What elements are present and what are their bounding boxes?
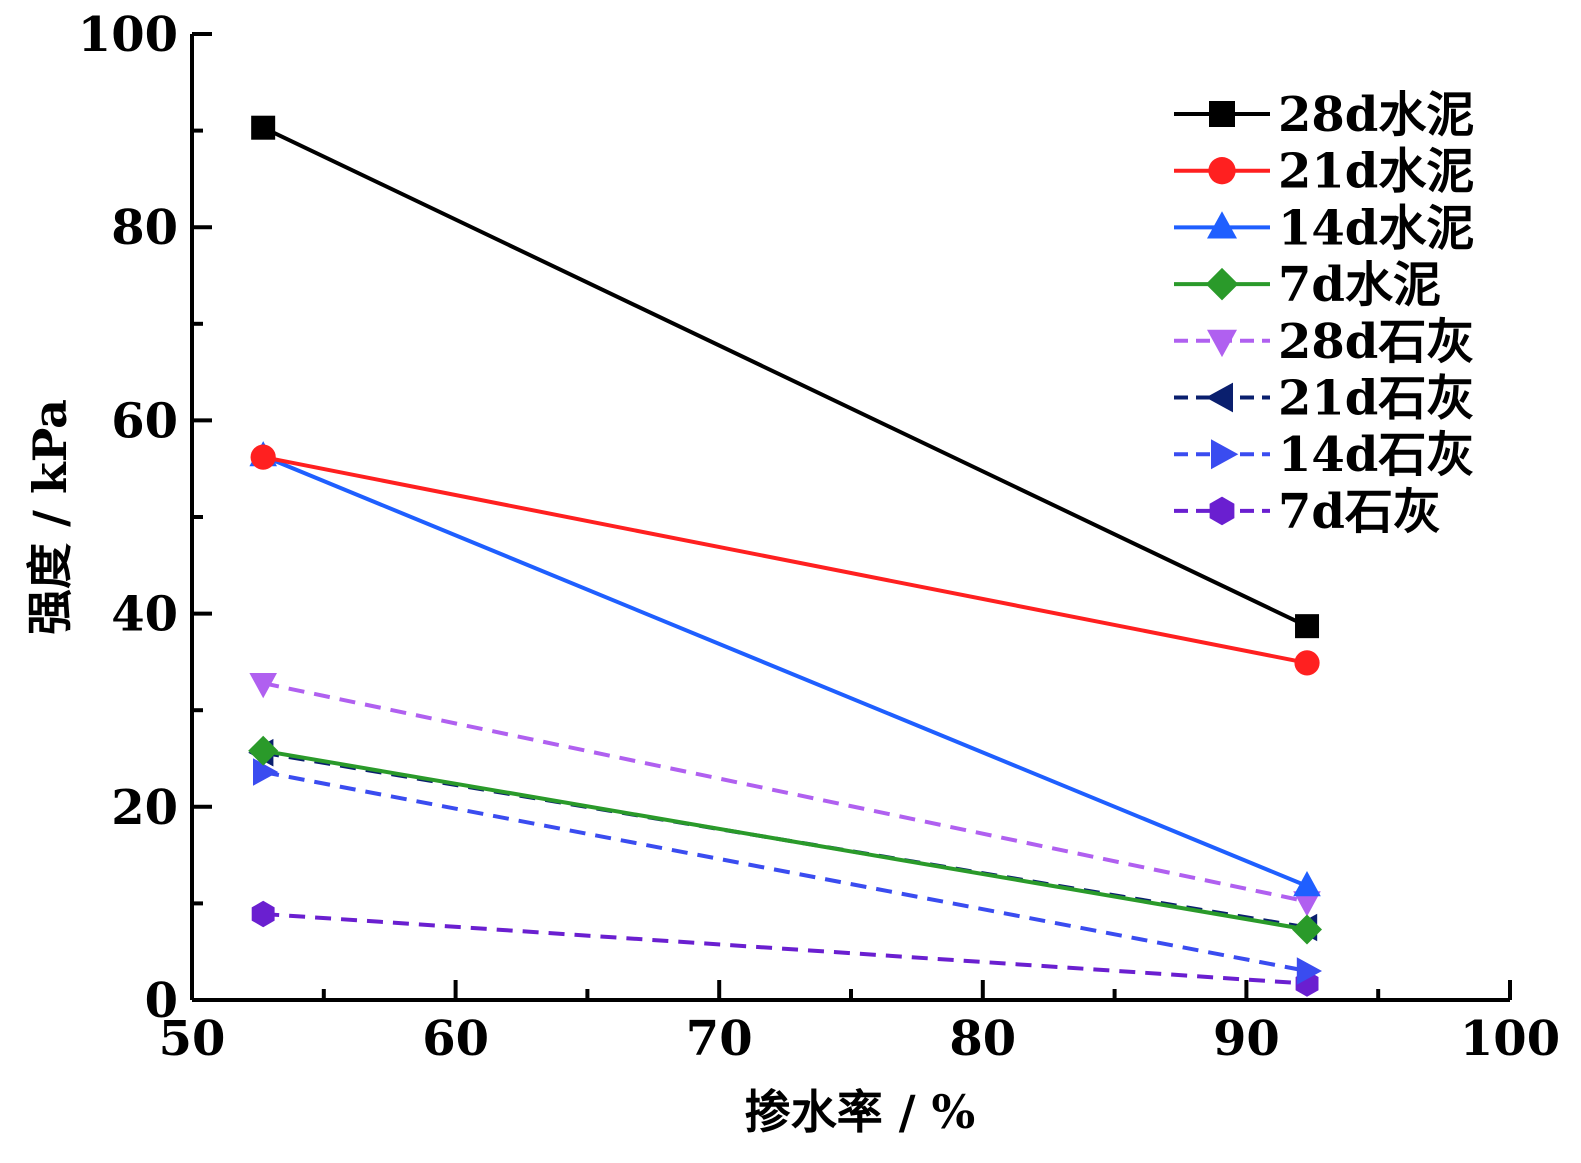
y-tick-label: 20 bbox=[111, 780, 178, 836]
x-tick-label: 70 bbox=[686, 1011, 753, 1067]
legend-item-6-label: 21d石灰 bbox=[1278, 371, 1474, 427]
legend-item-5: 28d石灰 bbox=[1174, 314, 1474, 370]
series-3-point bbox=[1293, 871, 1321, 897]
series-8 bbox=[251, 900, 1319, 997]
legend-item-2-label: 21d水泥 bbox=[1278, 144, 1474, 200]
series-1-line bbox=[262, 125, 1308, 629]
legend-item-6-marker bbox=[1205, 382, 1233, 413]
legend-item-5-label: 28d石灰 bbox=[1278, 314, 1474, 370]
x-axis-label: 掺水率 / % bbox=[745, 1085, 976, 1139]
series-5 bbox=[249, 673, 1321, 917]
series-2-line bbox=[262, 455, 1308, 665]
x-tick-label: 90 bbox=[1213, 1011, 1280, 1067]
series-5-line bbox=[262, 681, 1308, 904]
series-2 bbox=[250, 444, 1320, 676]
series-8-point bbox=[251, 900, 275, 928]
series-7-line bbox=[262, 770, 1308, 973]
legend-item-3-label: 14d水泥 bbox=[1278, 200, 1474, 256]
series-7 bbox=[253, 758, 1322, 985]
series-3-line bbox=[262, 454, 1308, 888]
series-1-point bbox=[251, 115, 276, 140]
axes: 0 20 40 60 80 100 50 60 70 80 90 100 bbox=[78, 7, 1560, 1067]
legend-item-1: 28d水泥 bbox=[1174, 87, 1474, 143]
series-5-point bbox=[249, 673, 277, 699]
series-8-line bbox=[263, 912, 1308, 986]
series-2-point bbox=[250, 444, 276, 470]
legend-item-7: 14d石灰 bbox=[1174, 427, 1474, 483]
series-1-point bbox=[1295, 614, 1320, 639]
legend-item-1-label: 28d水泥 bbox=[1278, 87, 1474, 143]
series-7-point bbox=[1296, 957, 1322, 985]
legend-item-5-marker bbox=[1207, 329, 1237, 358]
legend-item-4: 7d水泥 bbox=[1174, 257, 1441, 313]
legend-item-3: 14d水泥 bbox=[1174, 200, 1474, 256]
legend-item-7-marker bbox=[1211, 439, 1239, 470]
series-3 bbox=[249, 441, 1321, 897]
series-7-point bbox=[253, 758, 279, 786]
y-tick-label: 60 bbox=[111, 393, 178, 449]
legend-item-8: 7d石灰 bbox=[1174, 484, 1441, 540]
legend-item-1-marker bbox=[1209, 101, 1235, 127]
legend-item-4-label: 7d水泥 bbox=[1278, 257, 1441, 313]
series-4 bbox=[248, 735, 1322, 945]
y-tick-label: 100 bbox=[78, 7, 178, 63]
legend-item-6: 21d石灰 bbox=[1174, 371, 1474, 427]
series-layer bbox=[248, 115, 1322, 997]
y-axis-label: 强度 / kPa bbox=[23, 399, 77, 635]
x-tick-label: 80 bbox=[949, 1011, 1016, 1067]
legend-item-3-marker bbox=[1207, 211, 1237, 239]
y-tick-label: 40 bbox=[111, 587, 178, 643]
legend-item-8-marker bbox=[1209, 496, 1235, 526]
legend-item-7-label: 14d石灰 bbox=[1278, 427, 1474, 483]
series-4-point bbox=[1292, 914, 1322, 945]
series-4-point bbox=[248, 735, 279, 766]
y-tick-label: 0 bbox=[145, 973, 178, 1029]
series-1 bbox=[251, 115, 1320, 639]
legend-item-2: 21d水泥 bbox=[1174, 144, 1474, 200]
series-2-point bbox=[1294, 650, 1320, 676]
legend-item-4-marker bbox=[1205, 267, 1239, 301]
legend-item-8-label: 7d石灰 bbox=[1278, 484, 1441, 540]
y-tick-label: 80 bbox=[111, 200, 178, 256]
series-5-point bbox=[1293, 891, 1321, 917]
x-tick-label: 50 bbox=[159, 1011, 226, 1067]
series-4-line bbox=[262, 748, 1308, 932]
legend-item-2-marker bbox=[1208, 157, 1236, 185]
x-tick-label: 60 bbox=[422, 1011, 489, 1067]
x-tick-label: 100 bbox=[1460, 1011, 1560, 1067]
